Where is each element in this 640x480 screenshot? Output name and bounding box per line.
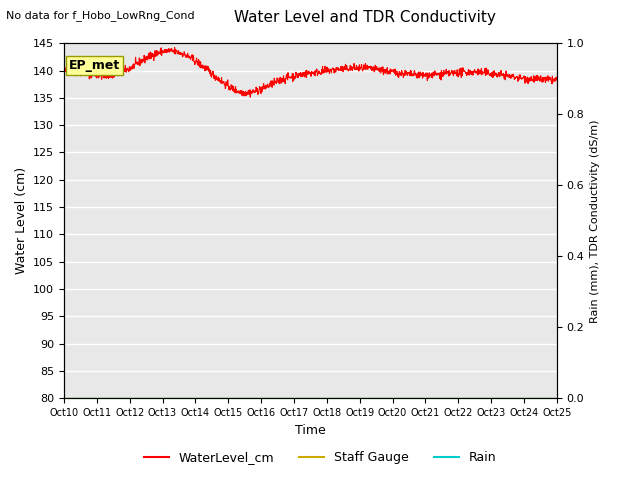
WaterLevel_cm xyxy=(158,53,166,59)
Text: No data for f_Hobo_LowRng_Cond: No data for f_Hobo_LowRng_Cond xyxy=(6,10,195,21)
Text: EP_met: EP_met xyxy=(69,59,120,72)
X-axis label: Time: Time xyxy=(295,424,326,437)
WaterLevel_cm xyxy=(170,48,177,54)
Staff Gauge xyxy=(387,396,394,401)
Staff Gauge xyxy=(494,396,502,401)
Line: WaterLevel_cm: WaterLevel_cm xyxy=(64,48,557,97)
Staff Gauge xyxy=(158,396,166,401)
WaterLevel_cm xyxy=(553,76,561,82)
WaterLevel_cm xyxy=(171,45,179,50)
Y-axis label: Water Level (cm): Water Level (cm) xyxy=(15,167,28,275)
WaterLevel_cm xyxy=(495,70,503,75)
Staff Gauge xyxy=(451,396,459,401)
Text: Water Level and TDR Conductivity: Water Level and TDR Conductivity xyxy=(234,10,496,24)
Rain xyxy=(451,396,459,401)
WaterLevel_cm xyxy=(225,87,233,93)
Rain xyxy=(60,396,68,401)
Rain xyxy=(158,396,166,401)
Y-axis label: Rain (mm), TDR Conductivity (dS/m): Rain (mm), TDR Conductivity (dS/m) xyxy=(590,119,600,323)
Rain xyxy=(494,396,502,401)
Staff Gauge xyxy=(60,396,68,401)
WaterLevel_cm xyxy=(60,67,68,73)
Rain xyxy=(553,396,561,401)
Staff Gauge xyxy=(170,396,177,401)
Legend: WaterLevel_cm, Staff Gauge, Rain: WaterLevel_cm, Staff Gauge, Rain xyxy=(138,446,502,469)
WaterLevel_cm xyxy=(246,94,254,100)
Staff Gauge xyxy=(225,396,232,401)
Staff Gauge xyxy=(553,396,561,401)
Rain xyxy=(170,396,177,401)
WaterLevel_cm xyxy=(452,70,460,76)
WaterLevel_cm xyxy=(387,67,395,72)
Rain xyxy=(225,396,232,401)
Rain xyxy=(387,396,394,401)
